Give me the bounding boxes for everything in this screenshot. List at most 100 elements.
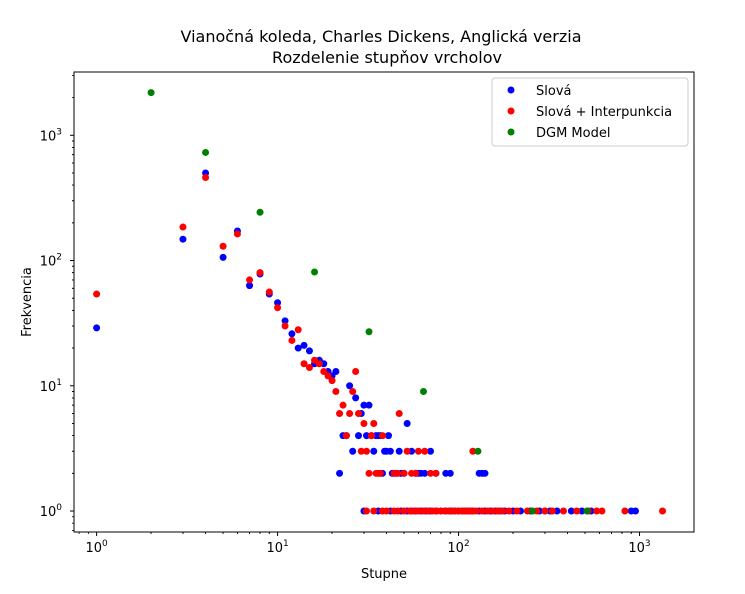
legend-label-dgm-model: DGM Model — [536, 126, 610, 141]
data-point — [294, 326, 302, 334]
data-point — [573, 507, 581, 515]
data-point — [484, 507, 492, 515]
data-point — [379, 432, 386, 440]
series-2 — [147, 89, 591, 515]
data-point — [370, 447, 378, 455]
data-point — [478, 507, 486, 515]
data-point — [311, 268, 319, 276]
legend-box — [491, 77, 689, 147]
data-point — [179, 223, 187, 231]
data-point — [363, 447, 370, 455]
data-point — [400, 469, 408, 477]
data-point — [365, 328, 373, 336]
data-point — [265, 288, 273, 296]
legend-marker-slova-interpunkcia — [507, 107, 515, 115]
data-points — [93, 89, 667, 515]
data-point — [202, 148, 210, 156]
data-point — [355, 410, 362, 418]
data-point — [365, 401, 373, 409]
x-axis-label: Stupne — [361, 567, 407, 582]
data-point — [281, 322, 289, 330]
y-tick-label: 103 — [40, 127, 62, 144]
data-point — [305, 363, 313, 371]
data-point — [481, 469, 489, 477]
data-point — [363, 507, 370, 515]
data-point — [93, 290, 101, 298]
data-point — [336, 410, 344, 418]
data-point — [383, 507, 391, 515]
data-point — [395, 410, 403, 418]
x-tick-label: 100 — [85, 539, 108, 556]
data-point — [346, 382, 354, 390]
legend: Slová Slová + Interpunkcia DGM Model — [491, 77, 689, 147]
y-axis-label: Frekvencia — [20, 267, 35, 337]
data-point — [349, 447, 357, 455]
data-point — [202, 174, 210, 182]
data-point — [474, 447, 482, 455]
data-point — [332, 368, 340, 375]
data-point — [246, 276, 254, 284]
data-point — [419, 388, 427, 395]
data-point — [394, 507, 402, 515]
series-1 — [93, 174, 667, 515]
axis-ticks: 100 101 102 103 100 101 102 103 — [40, 75, 651, 556]
data-point — [256, 208, 264, 216]
data-point — [320, 368, 328, 375]
data-point — [219, 253, 227, 261]
data-point — [659, 507, 667, 515]
data-point — [559, 507, 567, 515]
x-tick-label: 102 — [447, 539, 469, 556]
data-point — [363, 432, 370, 440]
data-point — [631, 507, 639, 515]
data-point — [360, 419, 368, 427]
data-point — [412, 469, 420, 477]
data-point — [414, 447, 422, 455]
data-point — [583, 507, 591, 515]
plot-frame — [73, 71, 695, 533]
data-point — [400, 507, 408, 515]
data-point — [274, 304, 282, 312]
data-point — [621, 507, 629, 515]
data-point — [336, 469, 344, 477]
data-point — [352, 368, 360, 375]
data-point — [365, 469, 373, 477]
data-point — [352, 394, 360, 402]
data-point — [432, 469, 440, 477]
data-point — [386, 447, 394, 455]
y-tick-label: 100 — [40, 503, 63, 520]
data-point — [357, 447, 365, 455]
data-point — [219, 242, 227, 250]
data-point — [367, 432, 375, 440]
data-point — [394, 469, 402, 477]
data-point — [593, 507, 601, 515]
data-point — [349, 388, 357, 395]
data-point — [346, 410, 354, 418]
data-point — [300, 341, 308, 349]
data-point — [300, 360, 308, 368]
data-point — [376, 469, 384, 477]
legend-label-slova: Slová — [536, 84, 571, 99]
data-point — [274, 299, 282, 307]
legend-marker-slova — [507, 86, 515, 94]
data-point — [246, 282, 254, 290]
data-point — [548, 507, 556, 515]
data-point — [421, 469, 429, 477]
data-point — [523, 507, 531, 515]
legend-label-slova-interpunkcia: Slová + Interpunkcia — [536, 105, 672, 120]
data-point — [403, 419, 411, 427]
data-point — [324, 372, 332, 380]
data-point — [332, 388, 340, 395]
data-point — [294, 344, 302, 352]
legend-marker-dgm-model — [507, 128, 515, 136]
chart-subtitle: Rozdelenie stupňov vrcholov — [272, 48, 502, 67]
data-point — [256, 269, 264, 277]
data-point — [567, 507, 575, 515]
data-point — [414, 507, 422, 515]
data-point — [403, 447, 411, 455]
data-point — [93, 324, 101, 332]
data-point — [384, 432, 392, 440]
data-point — [427, 447, 435, 455]
y-tick-label: 102 — [40, 253, 62, 270]
data-point — [427, 469, 435, 477]
data-point — [315, 360, 323, 368]
